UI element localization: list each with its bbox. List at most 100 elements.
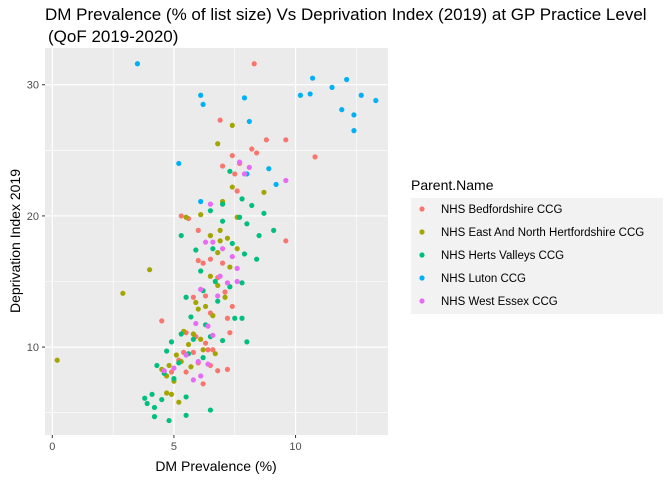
data-point-series-1	[251, 61, 257, 67]
x-axis-ticks: 0 5 10	[49, 435, 302, 453]
data-point-series-4	[176, 160, 182, 167]
data-point-series-3	[200, 355, 206, 361]
data-point-series-5	[229, 253, 235, 260]
data-point-series-3	[168, 339, 175, 345]
data-point-series-3	[227, 284, 233, 290]
data-point-series-2	[176, 399, 182, 405]
data-point-series-1	[168, 369, 175, 375]
data-point-series-2	[183, 214, 189, 220]
legend-marker	[419, 252, 425, 258]
data-point-series-4	[134, 61, 141, 67]
data-point-series-5	[193, 320, 199, 327]
data-point-series-3	[207, 407, 214, 413]
data-point-series-5	[202, 239, 209, 245]
y-tick-label: 20	[27, 211, 39, 223]
data-point-series-3	[239, 280, 245, 286]
legend-label: NHS Bedfordshire CCG	[441, 204, 562, 216]
data-point-series-3	[261, 210, 267, 216]
data-point-series-4	[351, 112, 357, 118]
data-point-series-2	[234, 246, 240, 252]
data-point-series-2	[173, 352, 179, 358]
data-point-series-4	[307, 91, 313, 97]
data-point-series-2	[147, 267, 153, 273]
data-point-series-1	[195, 227, 201, 233]
data-point-series-5	[234, 278, 240, 285]
data-point-series-2	[120, 290, 126, 296]
y-tick-label: 10	[27, 342, 39, 354]
data-point-series-4	[344, 76, 350, 83]
data-point-series-2	[210, 313, 216, 319]
data-point-series-1	[249, 146, 255, 152]
data-point-series-2	[200, 347, 206, 353]
y-axis-ticks: 10 20 30	[27, 80, 45, 354]
data-point-series-1	[202, 293, 209, 299]
data-point-series-2	[215, 282, 221, 289]
data-point-series-1	[202, 340, 209, 346]
data-point-series-3	[176, 360, 182, 366]
x-tick-label: 10	[289, 441, 301, 453]
legend-label: NHS Luton CCG	[441, 273, 526, 285]
data-point-series-2	[54, 357, 60, 363]
data-point-series-3	[232, 315, 238, 321]
data-point-series-3	[164, 348, 170, 354]
data-point-series-5	[171, 365, 177, 371]
data-point-series-1	[217, 117, 223, 123]
data-point-series-4	[358, 92, 364, 98]
data-point-series-5	[195, 358, 201, 365]
legend-label: NHS East And North Hertfordshire CCG	[441, 227, 644, 239]
data-point-series-5	[183, 352, 189, 358]
data-point-series-4	[241, 95, 248, 101]
data-point-series-4	[246, 118, 252, 125]
data-point-series-2	[190, 331, 196, 337]
data-point-series-3	[151, 404, 158, 411]
data-point-series-4	[351, 128, 357, 134]
data-point-series-4	[297, 92, 304, 98]
data-point-series-3	[149, 391, 155, 397]
data-point-series-1	[207, 256, 214, 262]
data-point-series-2	[202, 303, 209, 310]
data-point-series-2	[188, 364, 194, 370]
legend-marker	[419, 275, 425, 281]
data-point-series-5	[215, 293, 221, 299]
legend-marker	[419, 229, 425, 235]
data-point-series-3	[142, 395, 148, 401]
data-point-series-2	[207, 273, 214, 279]
y-tick-label: 30	[27, 80, 39, 92]
data-point-series-1	[227, 330, 233, 336]
data-point-series-3	[159, 396, 165, 403]
data-point-series-5	[210, 332, 216, 338]
y-axis-label: Deprivation Index 2019	[7, 169, 23, 313]
data-point-series-4	[266, 166, 272, 172]
data-point-series-3	[210, 246, 216, 252]
data-points	[54, 61, 379, 424]
data-point-series-2	[168, 391, 175, 397]
data-point-series-5	[161, 368, 167, 374]
data-point-series-3	[215, 298, 221, 304]
data-point-series-4	[309, 75, 316, 81]
data-point-series-4	[329, 84, 335, 90]
plot-panel	[45, 48, 388, 435]
data-point-series-2	[215, 250, 221, 256]
legend-marker	[419, 298, 425, 304]
data-point-series-5	[217, 273, 223, 279]
data-point-series-1	[200, 260, 206, 266]
data-point-series-3	[219, 201, 226, 207]
legend-label: NHS Herts Valleys CCG	[441, 250, 564, 262]
data-point-series-4	[339, 107, 345, 113]
data-point-series-3	[207, 208, 214, 214]
data-point-series-2	[212, 351, 218, 357]
data-point-series-3	[193, 247, 199, 253]
legend-title: Parent.Name	[411, 177, 494, 193]
data-point-series-3	[237, 214, 243, 220]
data-point-series-3	[166, 417, 172, 424]
data-point-series-1	[215, 368, 221, 374]
data-point-series-4	[373, 97, 379, 104]
data-point-series-3	[183, 394, 189, 400]
data-point-series-2	[229, 122, 235, 128]
data-point-series-1	[283, 137, 289, 143]
x-tick-label: 5	[171, 441, 177, 453]
data-point-series-2	[229, 184, 235, 190]
data-point-series-3	[239, 196, 245, 202]
data-point-series-2	[217, 227, 223, 233]
